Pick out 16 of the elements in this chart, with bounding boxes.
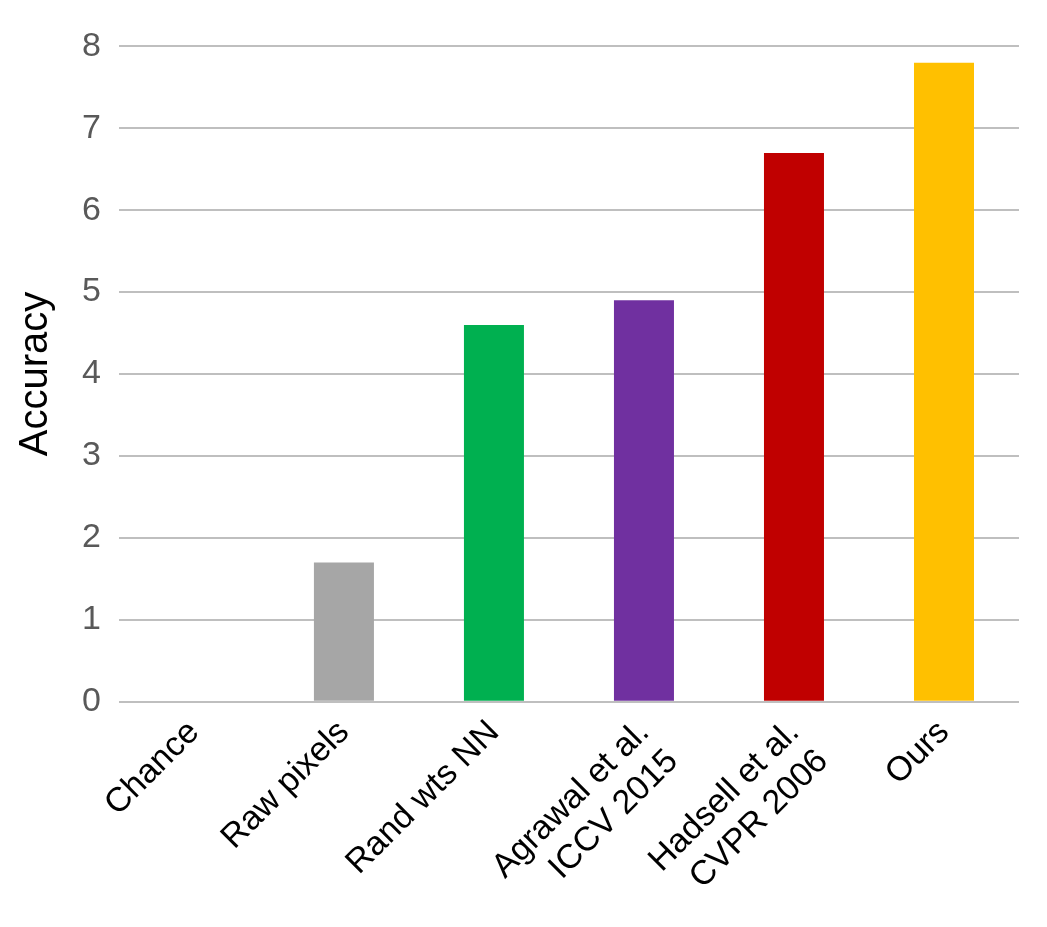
bar (913, 62, 974, 701)
y-tick-label: 6 (81, 188, 101, 227)
y-axis-title: Accuracy (11, 291, 56, 457)
y-tick-label: 8 (81, 24, 101, 63)
bar (763, 152, 824, 701)
y-tick-label: 3 (81, 434, 101, 473)
y-tick-label: 2 (81, 516, 101, 555)
y-tick-label: 7 (81, 106, 101, 145)
bar (463, 324, 524, 701)
bar (613, 300, 674, 701)
y-tick-label: 0 (81, 680, 101, 719)
bar (313, 562, 374, 701)
y-tick-label: 4 (81, 352, 101, 391)
y-tick-label: 5 (81, 270, 101, 309)
x-tick-label: Ours (876, 711, 956, 791)
y-tick-label: 1 (81, 598, 101, 637)
